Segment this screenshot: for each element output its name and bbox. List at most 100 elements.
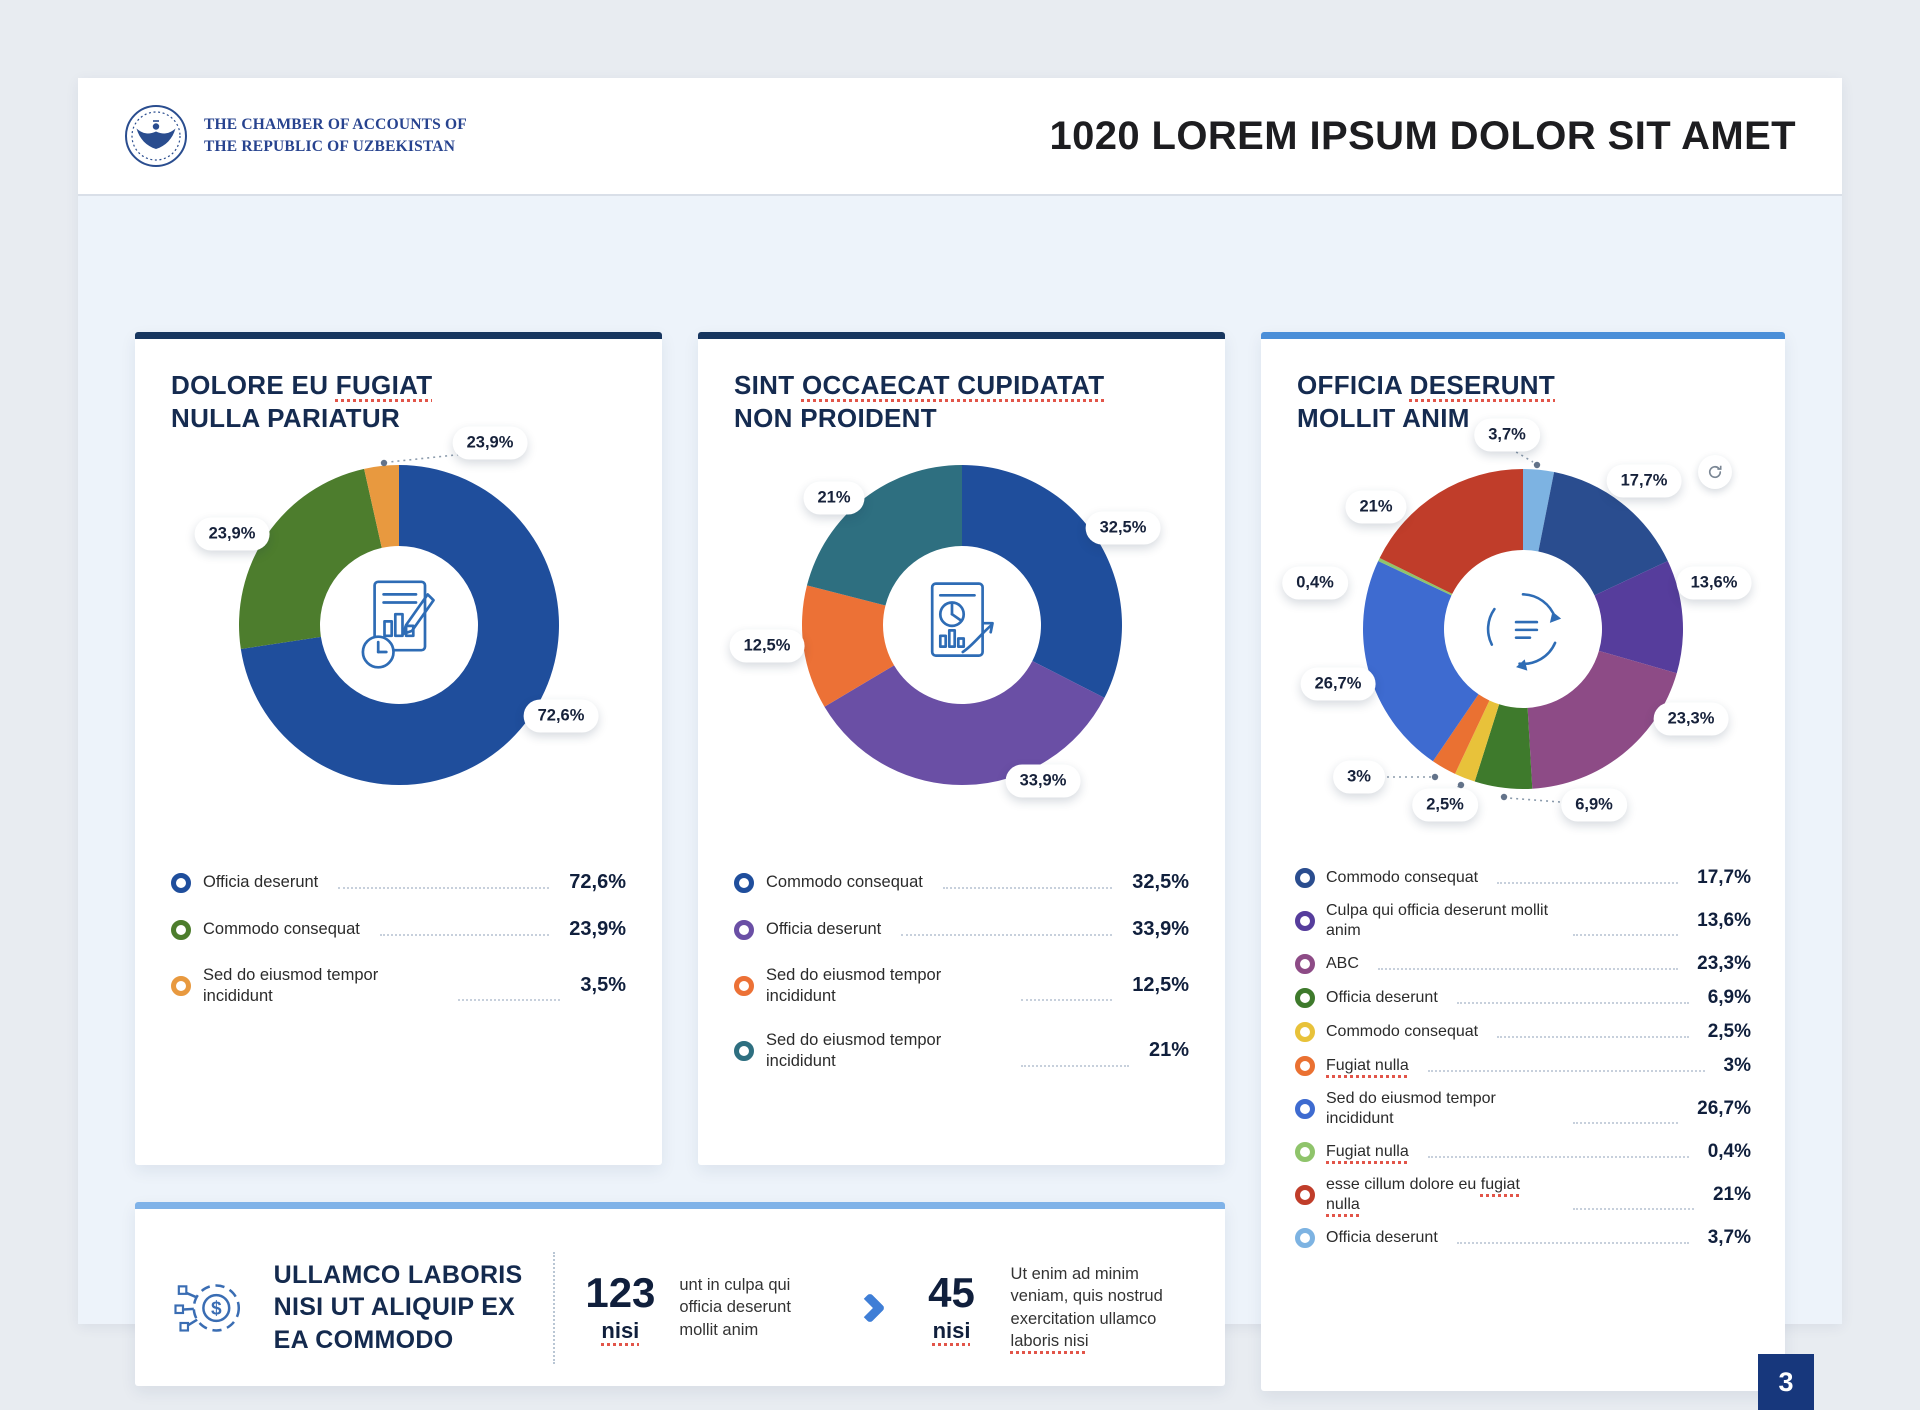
legend-color-icon — [1295, 954, 1315, 975]
legend-label: Sed do eiusmod tempor incididunt — [203, 966, 379, 1005]
callout-label: 12,5% — [729, 629, 805, 663]
legend-color-icon — [734, 975, 754, 996]
donut-chart-1 — [238, 465, 559, 786]
donut-slice — [1378, 557, 1453, 596]
panel-accent-bar — [698, 332, 1225, 339]
legend-label: Commodo consequat — [203, 920, 360, 939]
dotted-leader — [338, 887, 550, 890]
svg-text:$: $ — [211, 1298, 222, 1319]
callout-label: 26,7% — [1300, 667, 1376, 701]
legend-color-icon — [1295, 868, 1315, 889]
chart-legend-3: Commodo consequat 17,7% Culpa qui officia … — [1261, 855, 1785, 1255]
legend-value: 0,4% — [1707, 1141, 1751, 1163]
dotted-leader — [942, 887, 1113, 890]
legend-label: Fugiat nulla — [1326, 1057, 1409, 1075]
donut-slice — [1527, 650, 1677, 789]
legend-color-icon — [1295, 1022, 1315, 1043]
legend-item: Officia deserunt 6,9% — [1295, 981, 1751, 1015]
donut-slice — [823, 661, 1104, 786]
stat2-unit: nisi — [932, 1317, 971, 1343]
legend-label: esse cillum dolore eu fugiat nulla — [1326, 1176, 1520, 1214]
donut-slice — [1538, 472, 1668, 596]
legend-color-icon — [171, 919, 191, 940]
legend-value: 13,6% — [1697, 910, 1751, 932]
dotted-leader — [1573, 934, 1679, 937]
callout-label: 72,6% — [523, 699, 599, 733]
logo-line-1: THE CHAMBER OF ACCOUNTS OF — [204, 116, 467, 134]
summary-strip: $ ULLAMCO LABORIS NISI UT ALIQUIP EX EA … — [135, 1202, 1225, 1386]
callout-label: 21% — [1345, 490, 1407, 524]
callout-label: 23,9% — [452, 426, 528, 460]
panel-2-title-line2: NON PROIDENT — [734, 403, 937, 434]
donut-slice — [240, 465, 559, 786]
dotted-leader — [901, 934, 1113, 937]
dotted-leader — [1456, 1002, 1689, 1005]
panel-officia-deserunt: OFFICIA DESERUNT MOLLIT ANIM — [1261, 332, 1785, 1391]
donut-slice — [1455, 700, 1500, 782]
callout-label: 23,9% — [194, 517, 270, 551]
legend-value: 12,5% — [1132, 974, 1189, 997]
legend-label: Commodo consequat — [1326, 869, 1479, 887]
panel-1-title-line1: DOLORE EU FUGIAT — [171, 370, 433, 400]
dotted-divider — [553, 1251, 556, 1364]
legend-item: esse cillum dolore eu fugiat nulla 21% — [1295, 1169, 1751, 1221]
dotted-leader — [1573, 1122, 1679, 1125]
callout-label: 21% — [803, 481, 865, 515]
chart-legend-2: Commodo consequat 32,5% Officia deserunt 33… — [698, 855, 1225, 1084]
dotted-leader — [1456, 1242, 1689, 1245]
legend-label: Officia deserunt — [203, 873, 319, 892]
slide-card: THE CHAMBER OF ACCOUNTS OF THE REPUBLIC … — [78, 78, 1842, 1410]
donut-slice — [1362, 561, 1479, 762]
callout-label: 3% — [1333, 760, 1385, 794]
legend-value: 23,3% — [1697, 953, 1751, 975]
legend-label: Sed do eiusmod tempor incididunt — [1326, 1090, 1496, 1128]
legend-label: Officia deserunt — [766, 920, 882, 939]
legend-label: ABC — [1326, 955, 1359, 973]
donut-slice — [806, 465, 962, 606]
legend-value: 21% — [1148, 1039, 1189, 1062]
donut-chart-2 — [801, 465, 1122, 786]
panel-accent-bar — [1261, 332, 1785, 339]
report-growth-arrow-icon — [885, 549, 1037, 702]
legend-color-icon — [1295, 1228, 1315, 1249]
legend-item: Commodo consequat 2,5% — [1295, 1015, 1751, 1049]
header: THE CHAMBER OF ACCOUNTS OF THE REPUBLIC … — [78, 78, 1842, 196]
callout-label: 6,9% — [1561, 788, 1627, 822]
donut-chart-area-2: 32,5% 21% 12,5% 33,9% — [698, 435, 1225, 855]
legend-color-icon — [1295, 1099, 1315, 1120]
logo: THE CHAMBER OF ACCOUNTS OF THE REPUBLIC … — [124, 104, 467, 168]
legend-item: Officia deserunt 33,9% — [734, 906, 1189, 953]
legend-color-icon — [1295, 1142, 1315, 1163]
legend-color-icon — [1295, 911, 1315, 932]
stat1-unit: nisi — [601, 1317, 640, 1343]
page-title: 1020 LOREM IPSUM DOLOR SIT AMET — [1049, 113, 1796, 158]
donut-chart-3 — [1362, 469, 1684, 790]
callout-label: 23,3% — [1653, 702, 1729, 736]
legend-label: Culpa qui officia deserunt mollit anim — [1326, 902, 1549, 940]
legend-label: Sed do eiusmod tempor incididunt — [766, 966, 942, 1005]
donut-slice — [1474, 704, 1533, 790]
page-number: 3 — [1758, 1354, 1814, 1410]
legend-label: Officia deserunt — [1326, 989, 1438, 1007]
callout-label: 32,5% — [1085, 511, 1161, 545]
legend-item: Culpa qui officia deserunt mollit anim 13… — [1295, 895, 1751, 947]
legend-value: 23,9% — [569, 918, 626, 941]
legend-label: Fugiat nulla — [1326, 1143, 1409, 1161]
callout-label: 33,9% — [1005, 764, 1081, 798]
donut-slice — [363, 465, 399, 548]
legend-item: Officia deserunt 72,6% — [171, 859, 626, 906]
legend-item: Commodo consequat 32,5% — [734, 859, 1189, 906]
legend-label: Commodo consequat — [766, 873, 923, 892]
dotted-leader — [1021, 999, 1113, 1002]
panel-accent-bar — [135, 332, 662, 339]
legend-item: Sed do eiusmod tempor incididunt 26,7% — [1295, 1083, 1751, 1135]
legend-color-icon — [1295, 988, 1315, 1009]
legend-value: 2,5% — [1707, 1021, 1751, 1043]
legend-item: Commodo consequat 23,9% — [171, 906, 626, 953]
refresh-icon[interactable] — [1698, 455, 1732, 490]
legend-item: Sed do eiusmod tempor incididunt 12,5% — [734, 953, 1189, 1018]
donut-slice — [961, 465, 1122, 698]
legend-item: Commodo consequat 17,7% — [1295, 861, 1751, 895]
legend-color-icon — [734, 872, 754, 893]
callout-label: 3,7% — [1474, 418, 1540, 452]
